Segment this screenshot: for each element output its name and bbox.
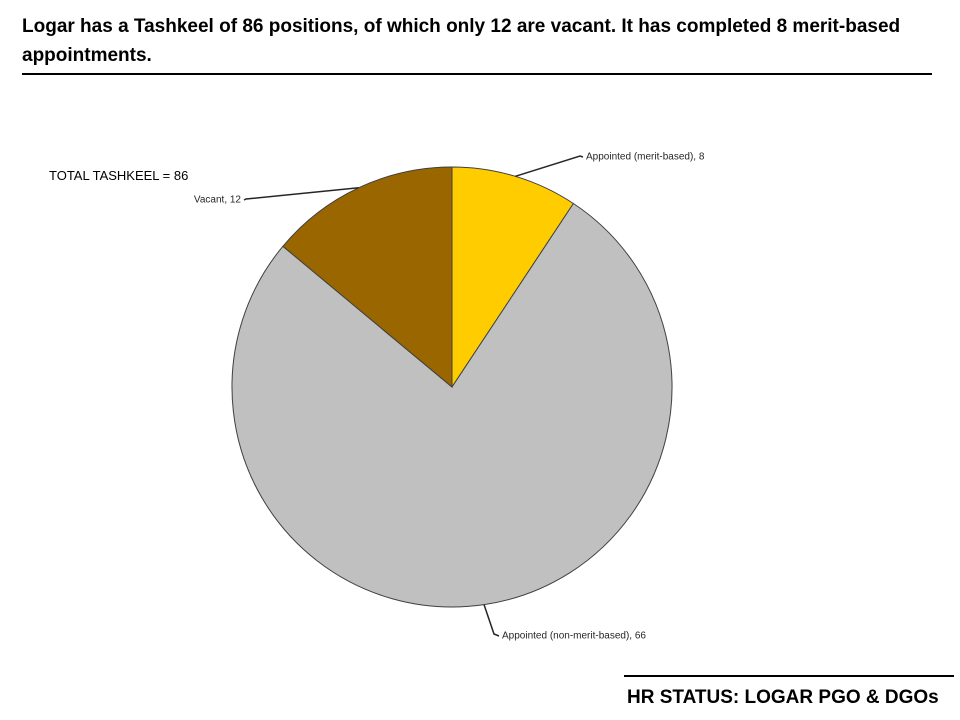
footer-title: HR STATUS: LOGAR PGO & DGOs xyxy=(627,687,939,708)
pie-slice-appointed-merit-based xyxy=(451,166,575,389)
data-label-appointed-non-merit-based: Appointed (non-merit-based), 66 xyxy=(502,631,646,642)
footer-divider xyxy=(624,675,954,677)
data-label-vacant: Vacant, 12 xyxy=(194,195,242,206)
leader-line-vacant xyxy=(243,187,359,201)
pie-slice-vacant xyxy=(282,166,453,389)
leader-line-appointed-non-merit-based xyxy=(483,604,500,637)
heading-divider xyxy=(22,73,932,75)
total-tashkeel-label: TOTAL TASHKEEL = 86 xyxy=(49,168,189,183)
data-label-appointed-merit-based: Appointed (merit-based), 8 xyxy=(586,152,705,163)
leader-line-appointed-merit-based xyxy=(515,155,584,178)
slide-heading: Logar has a Tashkeel of 86 positions, of… xyxy=(22,16,901,66)
